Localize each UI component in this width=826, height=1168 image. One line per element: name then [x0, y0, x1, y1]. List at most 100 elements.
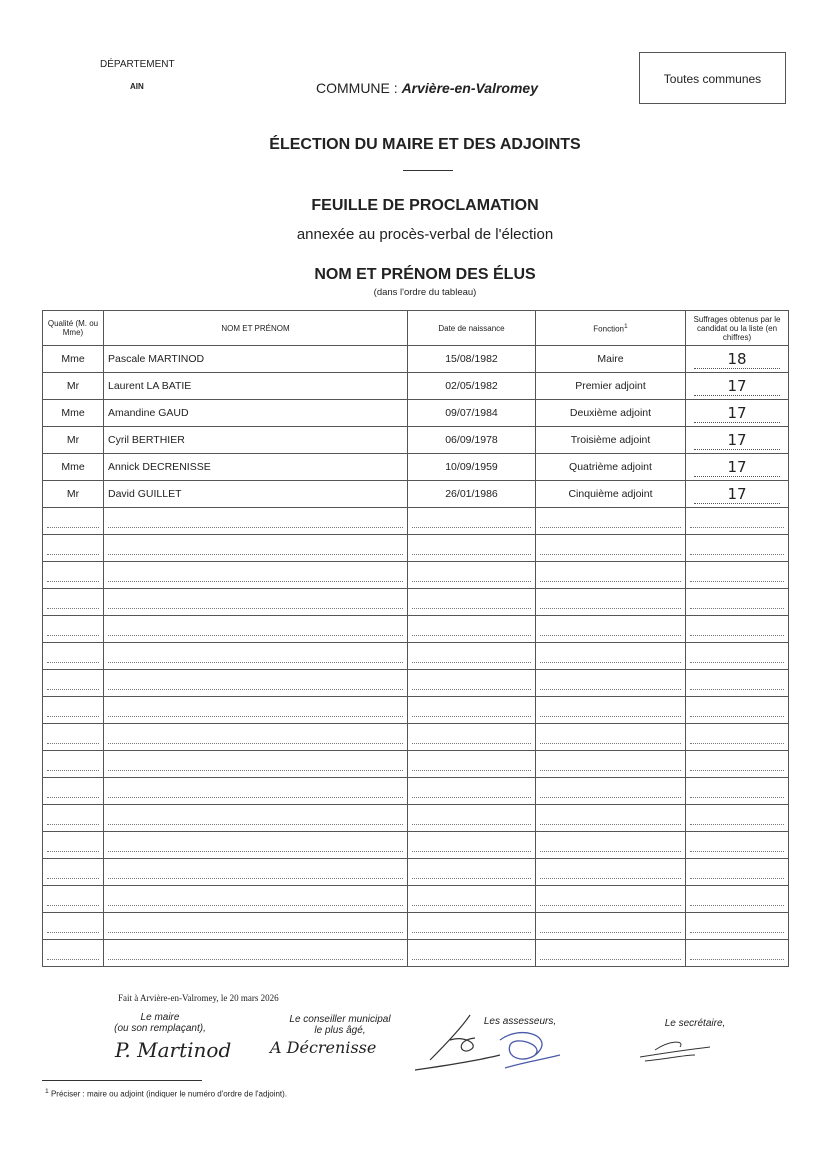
dotted-line: [108, 742, 403, 744]
nom-cell: David GUILLET: [103, 480, 408, 508]
dotted-line: [412, 850, 531, 852]
empty-cell: [42, 777, 104, 805]
dotted-line: [47, 715, 99, 717]
dotted-line: [412, 580, 531, 582]
dotted-line: [412, 904, 531, 906]
dotted-line: [540, 850, 681, 852]
empty-cell: [535, 777, 686, 805]
suffrages-value: 18: [694, 350, 780, 369]
suffrages-value: 17: [694, 458, 780, 477]
empty-cell: [42, 588, 104, 616]
dotted-line: [690, 607, 784, 609]
dotted-line: [690, 850, 784, 852]
dotted-line: [690, 634, 784, 636]
empty-cell: [103, 588, 408, 616]
dotted-line: [412, 607, 531, 609]
secretaire-label: Le secrétaire,: [664, 1018, 726, 1029]
assesseurs-label: Les assesseurs,: [483, 1016, 557, 1027]
empty-cell: [685, 534, 789, 562]
nom-cell: Laurent LA BATIE: [103, 372, 408, 400]
empty-table-row: [42, 588, 789, 616]
fonction-cell: Deuxième adjoint: [535, 399, 686, 427]
qualite-cell: Mr: [42, 372, 104, 400]
dotted-line: [540, 877, 681, 879]
dotted-line: [47, 877, 99, 879]
empty-cell: [407, 507, 536, 535]
empty-cell: [535, 885, 686, 913]
empty-cell: [685, 750, 789, 778]
table-row: Mr David GUILLET 26/01/1986 Cinquième adjoi…: [42, 480, 789, 508]
dotted-line: [47, 580, 99, 582]
suffrages-cell: 17: [685, 372, 789, 400]
dotted-line: [540, 823, 681, 825]
date-cell: 09/07/1984: [407, 399, 536, 427]
nom-cell: Amandine GAUD: [103, 399, 408, 427]
signature-assesseurs-icon: [414, 1014, 561, 1071]
empty-table-row: [42, 939, 789, 967]
empty-cell: [685, 507, 789, 535]
dotted-line: [412, 688, 531, 690]
empty-cell: [407, 804, 536, 832]
dotted-line: [540, 769, 681, 771]
empty-cell: [407, 615, 536, 643]
empty-cell: [535, 750, 686, 778]
dotted-line: [690, 958, 784, 960]
empty-table-row: [42, 642, 789, 670]
empty-cell: [535, 588, 686, 616]
empty-cell: [535, 912, 686, 940]
dotted-line: [108, 715, 403, 717]
title-divider: [403, 170, 453, 171]
empty-cell: [407, 696, 536, 724]
empty-table-row: [42, 750, 789, 778]
dotted-line: [412, 931, 531, 933]
empty-cell: [685, 615, 789, 643]
empty-cell: [685, 669, 789, 697]
place-date: Fait à Arvière-en-Valromey, le 20 mars 2…: [118, 993, 279, 1003]
dotted-line: [108, 580, 403, 582]
empty-cell: [42, 858, 104, 886]
empty-table-row: [42, 615, 789, 643]
suffrages-cell: 17: [685, 399, 789, 427]
table-row: Mme Amandine GAUD 09/07/1984 Deuxième adjoi…: [42, 399, 789, 427]
empty-cell: [685, 831, 789, 859]
departement-value: AIN: [130, 82, 144, 91]
nom-cell: Cyril BERTHIER: [103, 426, 408, 454]
empty-cell: [103, 939, 408, 967]
dotted-line: [540, 715, 681, 717]
dotted-line: [108, 850, 403, 852]
dotted-line: [412, 769, 531, 771]
empty-table-row: [42, 777, 789, 805]
qualite-cell: Mme: [42, 345, 104, 373]
departement-label: DÉPARTEMENT: [100, 59, 175, 70]
qualite-cell: Mme: [42, 399, 104, 427]
empty-cell: [535, 561, 686, 589]
empty-cell: [42, 885, 104, 913]
dotted-line: [540, 688, 681, 690]
table-row: Mme Pascale MARTINOD 15/08/1982 Maire 18: [42, 345, 789, 373]
dotted-line: [690, 877, 784, 879]
section-title: NOM ET PRÉNOM DES ÉLUS: [314, 266, 536, 283]
empty-cell: [685, 939, 789, 967]
signature-conseiller: A Décrenisse: [270, 1038, 377, 1057]
empty-cell: [103, 777, 408, 805]
empty-cell: [685, 804, 789, 832]
suffrages-value: 17: [694, 431, 780, 450]
header-date: Date de naissance: [407, 310, 536, 346]
empty-cell: [103, 696, 408, 724]
empty-cell: [535, 804, 686, 832]
empty-cell: [42, 831, 104, 859]
dotted-line: [108, 958, 403, 960]
dotted-line: [540, 634, 681, 636]
empty-cell: [103, 615, 408, 643]
dotted-line: [47, 904, 99, 906]
section-subtitle: (dans l'ordre du tableau): [373, 287, 477, 298]
empty-table-row: [42, 885, 789, 913]
dotted-line: [108, 553, 403, 555]
dotted-line: [47, 553, 99, 555]
dotted-line: [412, 553, 531, 555]
footnote-divider: [42, 1080, 202, 1081]
empty-cell: [103, 885, 408, 913]
dotted-line: [108, 526, 403, 528]
empty-cell: [685, 723, 789, 751]
